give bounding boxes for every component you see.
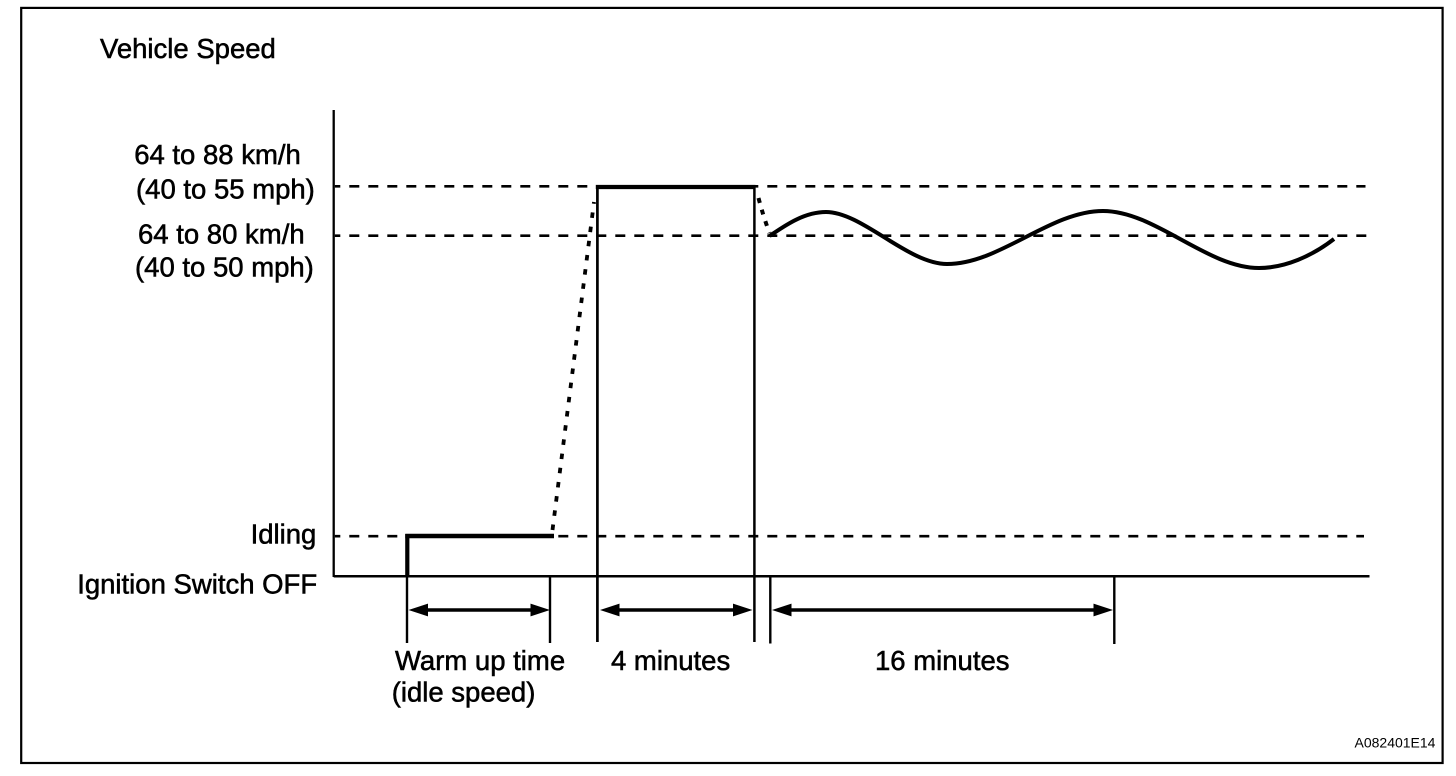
- svg-text:Ignition Switch OFF: Ignition Switch OFF: [77, 568, 317, 599]
- svg-text:Idling: Idling: [251, 518, 317, 549]
- svg-text:16 minutes: 16 minutes: [875, 645, 1010, 676]
- svg-text:(40 to 55 mph): (40 to 55 mph): [136, 173, 315, 204]
- svg-text:(idle speed): (idle speed): [392, 677, 536, 708]
- svg-text:A082401E14: A082401E14: [1355, 734, 1436, 750]
- svg-text:Vehicle Speed: Vehicle Speed: [100, 33, 276, 64]
- svg-text:(40 to 50 mph): (40 to 50 mph): [135, 251, 314, 282]
- svg-text:4 minutes: 4 minutes: [611, 645, 730, 676]
- svg-text:Warm up time: Warm up time: [395, 645, 565, 676]
- svg-text:64 to 88 km/h: 64 to 88 km/h: [134, 139, 301, 170]
- svg-text:64 to 80 km/h: 64 to 80 km/h: [138, 218, 305, 249]
